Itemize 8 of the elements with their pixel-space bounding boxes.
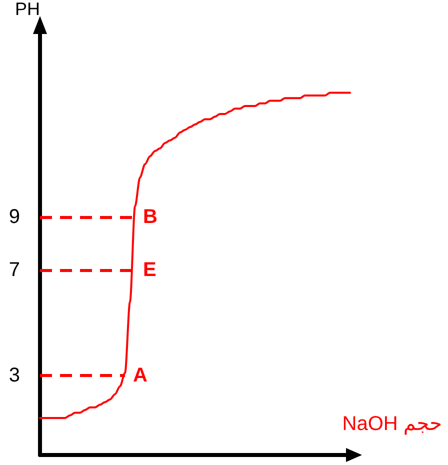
ref-line-label: E: [143, 258, 156, 281]
y-axis-title: PH: [14, 0, 40, 19]
x-axis-title: حجم NaOH: [342, 412, 442, 436]
ref-line-label: B: [143, 206, 158, 228]
y-tick-label: 3: [8, 364, 20, 387]
ref-line-label: A: [133, 364, 148, 387]
y-tick-label: 7: [8, 258, 20, 281]
y-tick-label: 9: [8, 206, 20, 228]
